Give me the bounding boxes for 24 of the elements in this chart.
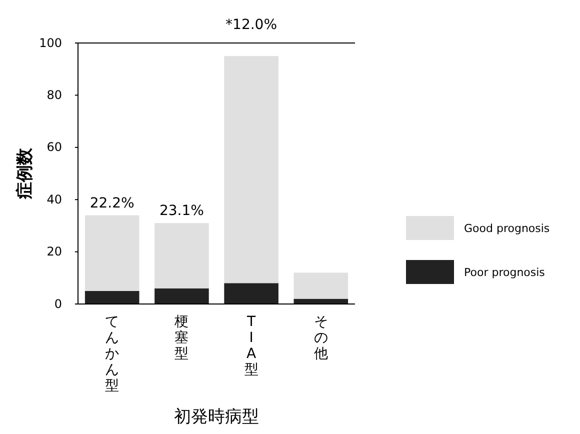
annotation: 23.1%: [159, 203, 204, 220]
y-axis-title: 症例数: [15, 147, 35, 200]
x-tick-label: TIA型: [244, 314, 258, 378]
bar: [84, 215, 140, 291]
annotation: 22.2%: [90, 195, 134, 212]
y-tick-label: 0: [54, 296, 62, 311]
x-axis-title: 初発時病型: [174, 407, 259, 427]
bar: [154, 223, 209, 288]
y-tick-label: 100: [39, 36, 62, 50]
x-tick-label: その他: [314, 314, 328, 362]
y-tick-label: 80: [46, 88, 62, 102]
y-tick-label: 40: [46, 192, 62, 206]
text: *12.0%: [226, 17, 278, 33]
x-tick-label: てんかん型: [105, 314, 120, 394]
y-tick-label: 20: [46, 244, 62, 259]
legend-label: Good prognosis: [464, 222, 550, 235]
bar: [84, 290, 140, 304]
y-tick-label: 60: [46, 140, 62, 154]
x-tick-label: 梗塞型: [174, 314, 189, 362]
legend-label: Poor prognosis: [464, 266, 546, 279]
bar: [224, 56, 278, 284]
bar: [154, 288, 209, 304]
bar: [294, 272, 348, 299]
bar: [224, 283, 278, 304]
